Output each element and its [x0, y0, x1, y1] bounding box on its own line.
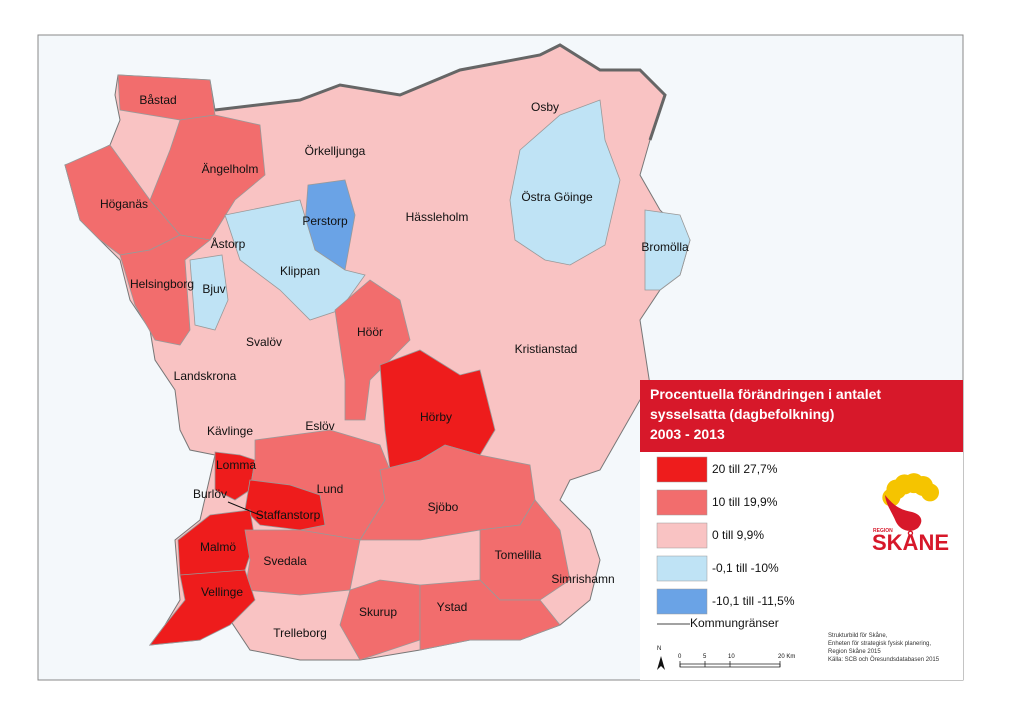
municipality-label: Åstorp: [211, 236, 246, 251]
municipality-label: Svalöv: [246, 335, 282, 349]
municipality-labels: Båstad Ängelholm Höganäs Örkelljunga Osby Öst…: [100, 93, 689, 640]
municipality-label: Tomelilla: [495, 548, 542, 562]
municipality-label: Klippan: [280, 264, 320, 278]
national-border: [214, 43, 667, 141]
legend-title: 2003 - 2013: [650, 426, 725, 442]
municipalities: [64, 74, 691, 661]
legend-swatch: [656, 588, 708, 615]
municipality-label: Ängelholm: [202, 162, 259, 176]
municipality-label: Simrishamn: [551, 572, 614, 586]
legend-title: Procentuella förändringen i antalet: [650, 386, 881, 402]
municipality-label: Bjuv: [202, 282, 225, 296]
logo-small: REGION: [873, 528, 893, 534]
legend-label: 10 till 19,9%: [712, 495, 778, 509]
legend-header: [640, 380, 963, 452]
municipality: [419, 579, 561, 651]
municipality-label: Helsingborg: [130, 277, 194, 291]
municipality-label: Eslöv: [305, 419, 334, 433]
north-label: N: [657, 646, 661, 652]
municipality-label: Höganäs: [100, 197, 148, 211]
legend-label: 20 till 27,7%: [712, 462, 778, 476]
municipality-label: Landskrona: [174, 369, 237, 383]
legend-swatch: [656, 522, 708, 549]
scale-label: 5: [703, 654, 707, 660]
legend-swatch: [656, 489, 708, 516]
credit-line: Strukturbild för Skåne,: [828, 632, 888, 639]
municipality-label: Örkelljunga: [305, 144, 366, 158]
municipality-label: Lund: [317, 482, 344, 496]
legend-label: 0 till 9,9%: [712, 528, 764, 542]
credit-line: Region Skåne 2015: [828, 648, 881, 655]
municipality-label: Sjöbo: [428, 500, 459, 514]
municipality: [644, 209, 691, 291]
boundary-label: Kommungränser: [690, 616, 779, 630]
logo-large: SKÅNE: [872, 529, 949, 555]
north-arrow: [657, 656, 665, 670]
logo-ray: [921, 483, 940, 502]
municipality-label: Båstad: [139, 93, 176, 107]
legend-swatch: [656, 456, 708, 483]
municipality-label: Bromölla: [641, 240, 689, 254]
municipality: [149, 114, 266, 241]
municipality-label: Vellinge: [201, 585, 243, 599]
municipality-label: Trelleborg: [273, 626, 327, 640]
legend-label: -10,1 till -11,5%: [712, 594, 795, 608]
credit-line: Källa: SCB och Öresundsdatabasen 2015: [828, 656, 940, 663]
municipality-label: Skurup: [359, 605, 397, 619]
municipality-label: Hörby: [420, 410, 452, 424]
credit-line: Enheten för strategisk fysisk planering,: [828, 641, 931, 647]
legend-swatch: [656, 555, 708, 582]
municipality-label: Staffanstorp: [256, 508, 321, 522]
municipality-label: Hässleholm: [406, 210, 469, 224]
logo-figure: [885, 495, 922, 531]
municipality-label: Lomma: [216, 458, 256, 472]
municipality: [509, 99, 621, 266]
scale-label: 0: [678, 654, 682, 660]
municipality-label: Östra Göinge: [521, 190, 593, 204]
legend-label: -0,1 till -10%: [712, 561, 779, 575]
municipality-label: Kristianstad: [515, 342, 578, 356]
municipality: [189, 254, 229, 331]
municipality-label: Svedala: [263, 554, 307, 568]
leader-line: [227, 501, 263, 517]
scale-label: 20 Km: [778, 654, 795, 660]
municipality-label: Kävlinge: [207, 424, 253, 438]
municipality-label: Höör: [357, 325, 383, 339]
scale-label: 10: [728, 654, 735, 660]
municipality: [244, 529, 361, 596]
legend-title: sysselsatta (dagbefolkning): [650, 406, 834, 422]
municipality-label: Osby: [531, 100, 559, 114]
legend: Procentuella förändringen i antalet sysse…: [640, 380, 963, 680]
municipality-label: Ystad: [437, 600, 468, 614]
municipality: [224, 199, 366, 321]
municipality-label: Perstorp: [302, 214, 348, 228]
municipality-label: Burlöv: [193, 487, 227, 501]
municipality: [119, 234, 211, 346]
municipality: [149, 569, 256, 646]
municipality-label: Malmö: [200, 540, 236, 554]
